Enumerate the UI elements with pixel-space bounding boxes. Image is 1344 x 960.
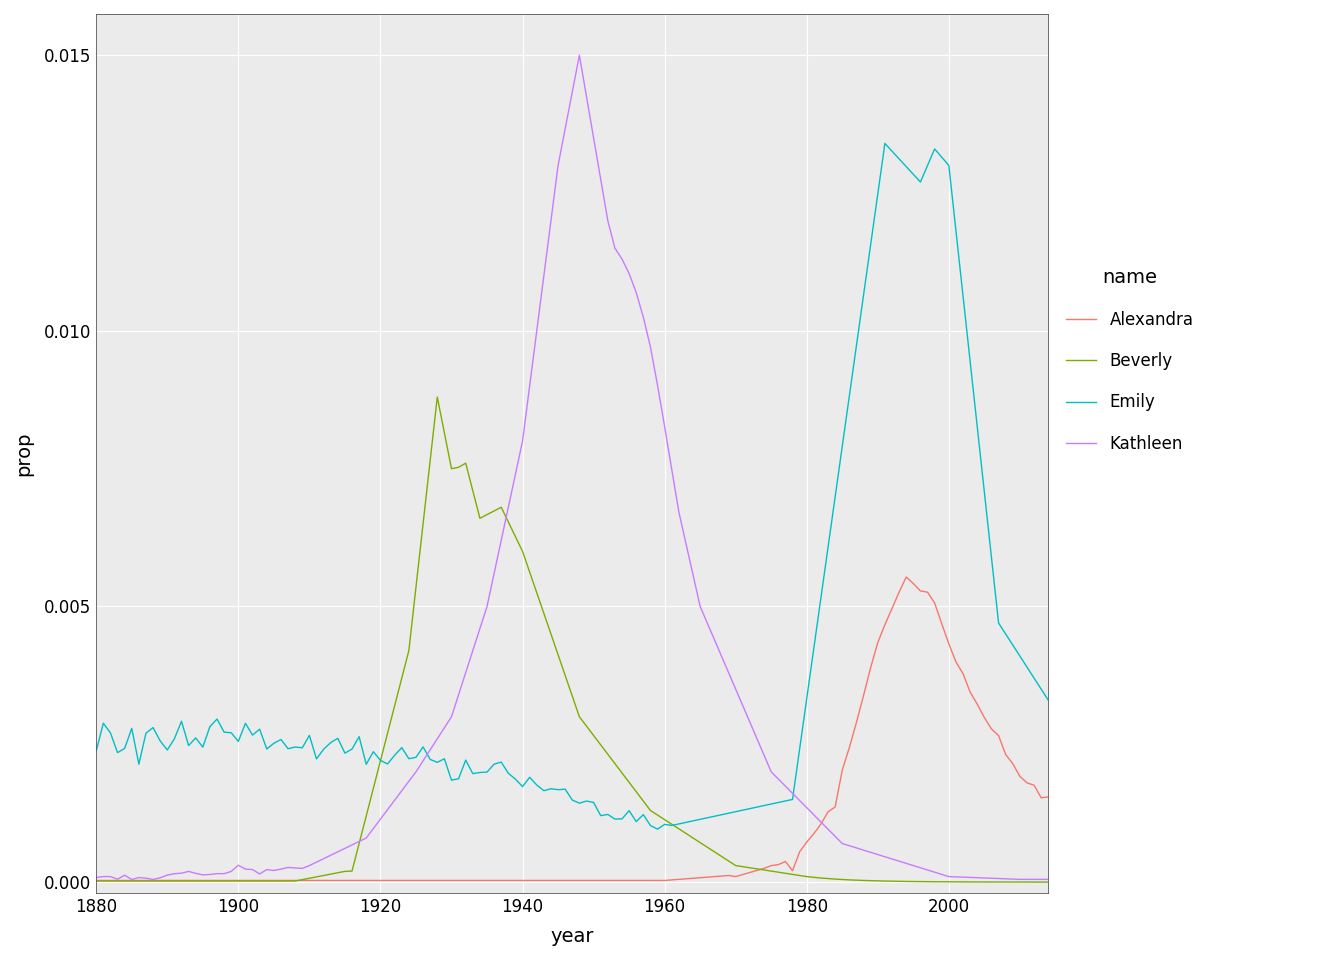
Legend: Alexandra, Beverly, Emily, Kathleen: Alexandra, Beverly, Emily, Kathleen xyxy=(1066,269,1193,453)
Emily xyxy=(649,824,665,835)
Kathleen xyxy=(607,243,624,254)
Kathleen xyxy=(991,873,1007,884)
Beverly xyxy=(308,871,324,882)
Alexandra xyxy=(770,859,786,871)
Alexandra xyxy=(628,875,644,886)
Kathleen xyxy=(785,787,801,799)
Beverly xyxy=(636,795,652,806)
Beverly xyxy=(777,868,793,879)
Alexandra xyxy=(898,571,914,583)
Emily xyxy=(593,810,609,822)
Beverly xyxy=(1040,876,1056,888)
Beverly xyxy=(429,392,445,403)
Alexandra xyxy=(593,875,609,886)
Kathleen xyxy=(124,874,140,885)
Line: Alexandra: Alexandra xyxy=(97,577,1048,880)
Emily xyxy=(628,816,644,828)
Emily xyxy=(777,795,793,806)
Line: Emily: Emily xyxy=(97,143,1048,829)
Emily xyxy=(991,617,1007,629)
Alexandra xyxy=(984,723,1000,734)
Y-axis label: prop: prop xyxy=(13,431,32,476)
Emily xyxy=(1040,694,1056,706)
X-axis label: year: year xyxy=(551,927,594,947)
Beverly xyxy=(599,749,616,760)
Emily xyxy=(89,745,105,756)
Alexandra xyxy=(1040,791,1056,803)
Emily xyxy=(926,143,942,155)
Line: Kathleen: Kathleen xyxy=(97,56,1048,879)
Alexandra xyxy=(308,875,324,886)
Kathleen xyxy=(89,872,105,883)
Kathleen xyxy=(642,341,659,352)
Beverly xyxy=(89,876,105,887)
Kathleen xyxy=(571,50,587,61)
Kathleen xyxy=(316,852,332,864)
Emily xyxy=(876,137,892,149)
Beverly xyxy=(984,876,1000,888)
Kathleen xyxy=(1040,874,1056,885)
Alexandra xyxy=(919,587,935,598)
Line: Beverly: Beverly xyxy=(97,397,1048,882)
Emily xyxy=(308,754,324,765)
Beverly xyxy=(919,876,935,887)
Alexandra xyxy=(89,875,105,886)
Kathleen xyxy=(926,867,942,878)
